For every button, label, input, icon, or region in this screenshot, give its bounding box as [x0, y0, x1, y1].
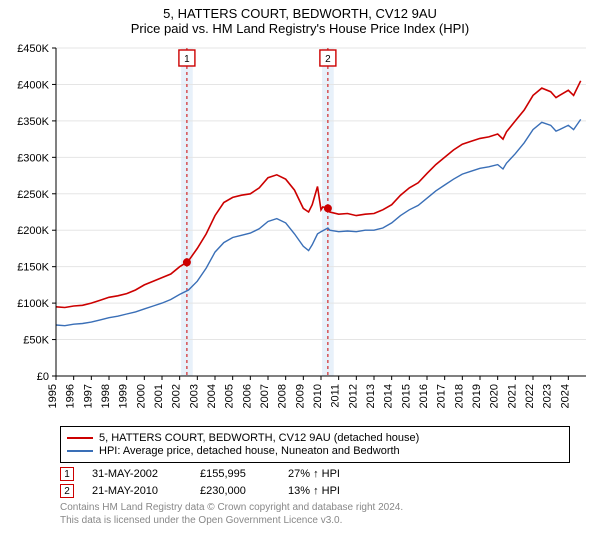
chart-legend: 5, HATTERS COURT, BEDWORTH, CV12 9AU (de… [60, 426, 570, 463]
svg-text:2013: 2013 [365, 384, 377, 408]
svg-text:1999: 1999 [118, 384, 130, 408]
svg-text:2: 2 [325, 54, 331, 65]
svg-text:£100K: £100K [17, 298, 49, 310]
svg-text:1: 1 [184, 54, 190, 65]
svg-text:2020: 2020 [489, 384, 501, 408]
page-title: 5, HATTERS COURT, BEDWORTH, CV12 9AU [0, 0, 600, 21]
legend-item: 5, HATTERS COURT, BEDWORTH, CV12 9AU (de… [67, 432, 563, 444]
event-date: 21-MAY-2010 [92, 485, 182, 497]
legend-label: HPI: Average price, detached house, Nune… [99, 445, 400, 457]
event-table: 1 31-MAY-2002 £155,995 27% ↑ HPI 2 21-MAY-201… [60, 467, 570, 498]
svg-text:2001: 2001 [153, 384, 165, 408]
svg-text:£250K: £250K [17, 189, 49, 201]
svg-text:2010: 2010 [312, 384, 324, 408]
attribution-footer: Contains HM Land Registry data © Crown c… [60, 502, 570, 527]
svg-text:2008: 2008 [277, 384, 289, 408]
svg-text:1995: 1995 [47, 384, 59, 408]
legend-item: HPI: Average price, detached house, Nune… [67, 445, 563, 457]
svg-text:2017: 2017 [436, 384, 448, 408]
svg-text:£450K: £450K [17, 43, 49, 55]
svg-text:2003: 2003 [188, 384, 200, 408]
svg-text:2022: 2022 [524, 384, 536, 408]
svg-text:2014: 2014 [383, 384, 395, 408]
footer-line: Contains HM Land Registry data © Crown c… [60, 502, 570, 515]
svg-text:£300K: £300K [17, 152, 49, 164]
svg-text:2019: 2019 [471, 384, 483, 408]
page-subtitle: Price paid vs. HM Land Registry's House … [0, 21, 600, 40]
legend-label: 5, HATTERS COURT, BEDWORTH, CV12 9AU (de… [99, 432, 419, 444]
svg-text:1998: 1998 [100, 384, 112, 408]
event-badge: 2 [60, 484, 74, 498]
svg-text:2009: 2009 [294, 384, 306, 408]
svg-text:2016: 2016 [418, 384, 430, 408]
svg-text:2024: 2024 [559, 384, 571, 408]
svg-text:1996: 1996 [65, 384, 77, 408]
event-price: £230,000 [200, 485, 270, 497]
chart-svg: £0 £50K £100K £150K £200K £250K £300K £350K £400… [0, 40, 600, 420]
svg-text:2011: 2011 [330, 384, 342, 408]
svg-text:2006: 2006 [241, 384, 253, 408]
svg-text:2004: 2004 [206, 384, 218, 408]
svg-text:2000: 2000 [135, 384, 147, 408]
legend-swatch [67, 450, 93, 452]
svg-text:£350K: £350K [17, 116, 49, 128]
svg-text:2015: 2015 [400, 384, 412, 408]
legend-swatch [67, 437, 93, 439]
event-delta: 27% ↑ HPI [288, 468, 340, 480]
event-price: £155,995 [200, 468, 270, 480]
svg-text:2018: 2018 [453, 384, 465, 408]
event-badge: 1 [60, 467, 74, 481]
footer-line: This data is licensed under the Open Gov… [60, 515, 570, 528]
svg-text:£200K: £200K [17, 225, 49, 237]
svg-text:2012: 2012 [347, 384, 359, 408]
event-row: 1 31-MAY-2002 £155,995 27% ↑ HPI [60, 467, 570, 481]
price-chart: £0 £50K £100K £150K £200K £250K £300K £350K £400… [0, 40, 600, 420]
svg-text:2007: 2007 [259, 384, 271, 408]
svg-text:£400K: £400K [17, 79, 49, 91]
event-date: 31-MAY-2002 [92, 468, 182, 480]
svg-text:1997: 1997 [82, 384, 94, 408]
svg-text:2021: 2021 [506, 384, 518, 408]
svg-text:2005: 2005 [224, 384, 236, 408]
svg-text:£50K: £50K [23, 335, 49, 347]
svg-text:2002: 2002 [171, 384, 183, 408]
event-row: 2 21-MAY-2010 £230,000 13% ↑ HPI [60, 484, 570, 498]
svg-text:£0: £0 [37, 371, 49, 383]
svg-text:2023: 2023 [542, 384, 554, 408]
event-delta: 13% ↑ HPI [288, 485, 340, 497]
svg-text:£150K: £150K [17, 262, 49, 274]
